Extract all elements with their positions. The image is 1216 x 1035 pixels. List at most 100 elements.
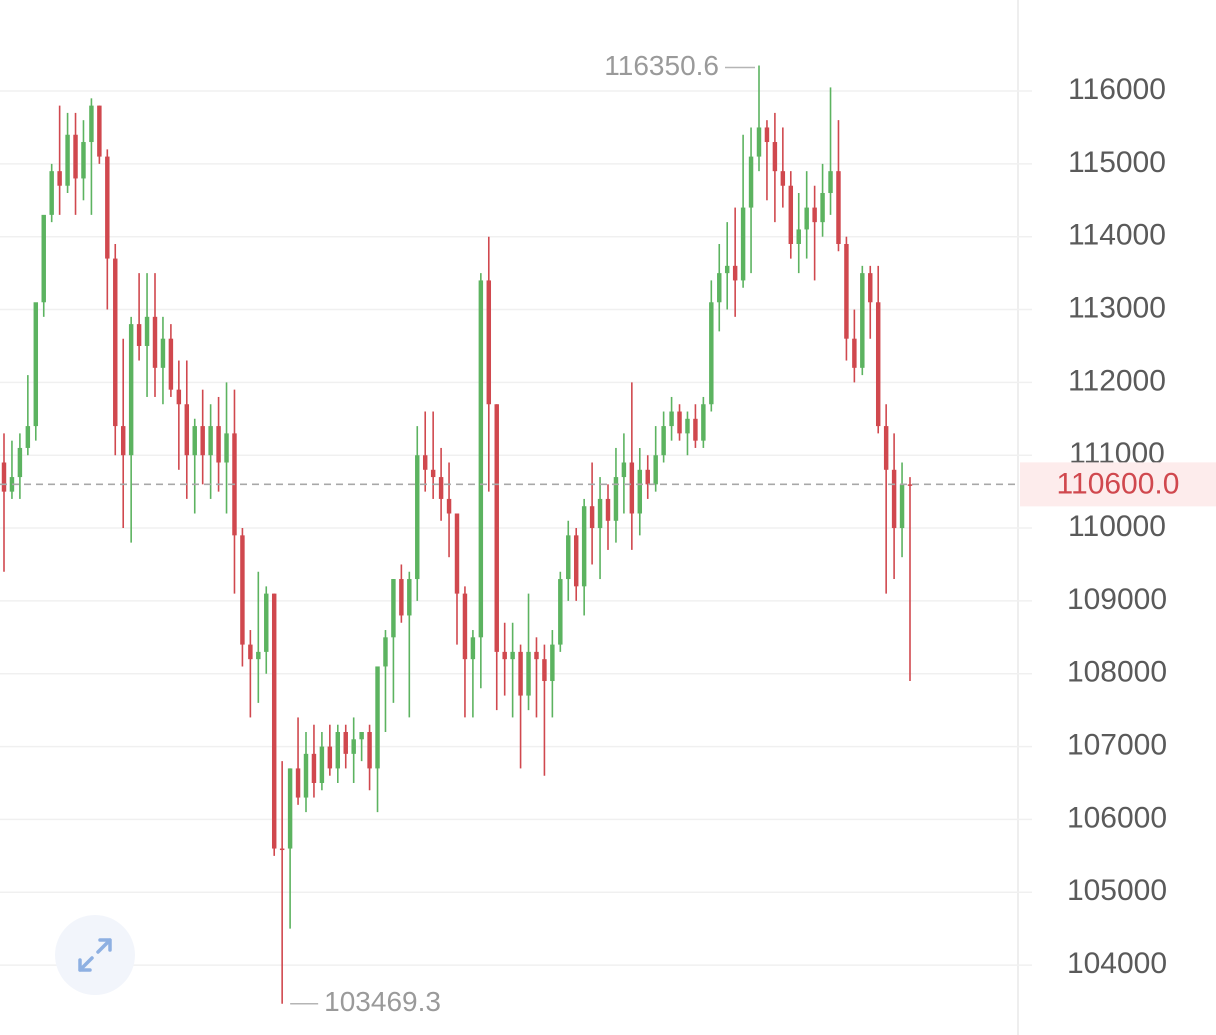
candle-body (844, 244, 849, 339)
y-tick-label: 104000 (1067, 947, 1167, 980)
candle-body (208, 426, 213, 456)
candle-body (780, 171, 786, 186)
candle-body (860, 273, 865, 368)
candle-body (327, 746, 333, 769)
candle-body (422, 455, 428, 470)
candle-body (875, 302, 881, 427)
labels: 104000 105000 106000 107000 108000 109000 1100… (0, 50, 1216, 1017)
candle-body (375, 666, 380, 769)
candle-body (534, 651, 539, 660)
candle-body (685, 418, 690, 434)
candle-body (470, 637, 476, 660)
candle-body (573, 535, 579, 587)
candle-body (581, 506, 587, 587)
candle-body (41, 214, 46, 303)
candle-body (271, 593, 277, 849)
candle-body (732, 265, 738, 281)
candle-body (550, 644, 555, 682)
candle-body (836, 171, 841, 245)
y-tick-label: 113000 (1068, 291, 1166, 324)
candle-body (351, 739, 356, 754)
candle-body (184, 404, 190, 456)
y-tick-label: 106000 (1067, 801, 1167, 834)
candle-body (510, 651, 515, 660)
candle-body (701, 404, 706, 441)
candle-body (486, 280, 492, 405)
expand-icon[interactable] (78, 938, 112, 972)
low-marker-label: 103469.3 (324, 986, 441, 1017)
candle-body (343, 732, 348, 754)
candle-body (724, 265, 730, 274)
candle-body (113, 258, 118, 427)
candle-body (764, 127, 770, 143)
y-tick-label: 108000 (1067, 656, 1167, 689)
candle-body (224, 433, 229, 463)
expand-button-bg[interactable] (55, 915, 135, 995)
candle-body (677, 411, 682, 434)
candle-body (605, 498, 611, 521)
candle-body (9, 477, 15, 492)
candle-body (57, 171, 62, 186)
candle-body (772, 142, 778, 172)
candle-body (97, 105, 102, 157)
candle-body (828, 171, 833, 194)
candle-body (367, 732, 372, 769)
candle-body (311, 753, 317, 783)
candle-body (319, 746, 325, 783)
candle-body (852, 338, 857, 368)
candle-body (717, 273, 722, 303)
candle-body (558, 579, 563, 645)
candles (1, 65, 913, 1004)
candle-body (279, 848, 285, 851)
candle-body (415, 455, 420, 580)
candle-body (128, 324, 134, 456)
candle-body (25, 426, 31, 448)
candle-body (136, 324, 142, 346)
candle-body (65, 134, 70, 186)
expand-button[interactable] (55, 915, 135, 995)
y-tick-label: 109000 (1067, 583, 1167, 616)
candle-body (812, 207, 817, 223)
candle-body (81, 142, 86, 179)
candle-body (796, 229, 801, 245)
candle-body (264, 593, 269, 652)
candle-body (494, 404, 499, 652)
candle-body (478, 280, 484, 638)
candle-body (653, 455, 658, 485)
candle-body (669, 411, 674, 427)
y-tick-label: 114000 (1068, 219, 1166, 252)
candle-body (391, 579, 396, 638)
high-marker-label: 116350.6 (604, 50, 719, 81)
candle-body (216, 426, 221, 463)
candle-body (804, 207, 809, 230)
candle-body (621, 462, 627, 478)
candle-body (120, 426, 126, 456)
candle-body (709, 302, 714, 405)
last-price-label: 110600.0 (1057, 467, 1180, 500)
candle-body (399, 579, 404, 616)
candle-body (748, 156, 754, 208)
candle-body (49, 171, 54, 215)
candle-body (613, 477, 619, 521)
candle-body (891, 469, 897, 529)
candle-body (883, 426, 889, 470)
y-tick-label: 116000 (1068, 73, 1166, 106)
y-tick-label: 112000 (1068, 364, 1166, 397)
candle-body (566, 535, 571, 580)
candle-body (287, 768, 293, 849)
y-tick-label: 115000 (1068, 146, 1166, 179)
candle-body (907, 484, 913, 486)
candle-body (645, 469, 650, 485)
candle-body (740, 207, 746, 281)
candle-body (589, 506, 595, 529)
candle-body (17, 447, 23, 478)
candle-body (661, 426, 666, 456)
candle-body (454, 513, 460, 594)
candle-body (248, 644, 253, 660)
candle-body (693, 418, 698, 441)
candle-body (629, 462, 635, 514)
y-tick-label: 110000 (1068, 510, 1166, 543)
grid (0, 90, 1032, 966)
